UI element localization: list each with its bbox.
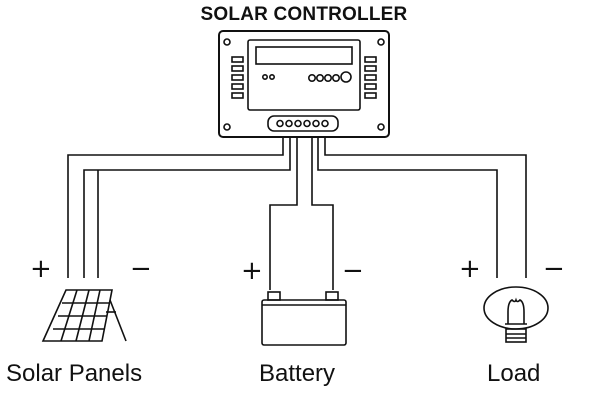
- solar-minus-sign: −: [130, 254, 152, 284]
- battery-icon: [261, 291, 347, 346]
- solar-panels-label: Solar Panels: [6, 360, 143, 387]
- solar-controller-device: [218, 30, 390, 138]
- wires-solar: [67, 138, 291, 278]
- solar-plus-sign: +: [30, 254, 52, 284]
- lightbulb-icon: [483, 286, 549, 343]
- battery-plus-sign: +: [241, 256, 263, 286]
- battery-minus-sign: −: [342, 256, 364, 286]
- wires-load: [317, 138, 527, 278]
- load-plus-sign: +: [459, 254, 481, 284]
- display-screen: [255, 46, 353, 65]
- wires-battery: [269, 138, 334, 290]
- battery-label: Battery: [259, 360, 336, 387]
- load-minus-sign: −: [543, 254, 565, 284]
- load-label: Load: [487, 360, 541, 387]
- solar-panel-icon: [41, 289, 127, 342]
- diagram-title: SOLAR CONTROLLER: [200, 4, 408, 25]
